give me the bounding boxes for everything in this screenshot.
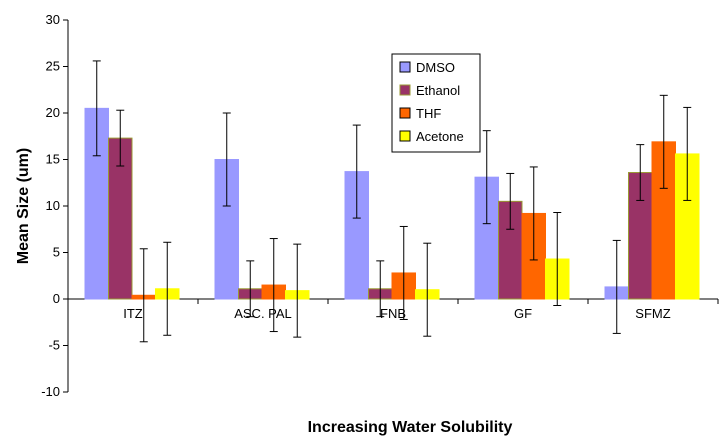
x-axis-title: Increasing Water Solubility: [308, 419, 513, 436]
x-tick-label: ASC. PAL: [234, 306, 292, 321]
x-tick-label: ITZ: [123, 306, 143, 321]
y-tick-label: -10: [41, 384, 60, 399]
y-tick-label: 25: [46, 59, 60, 74]
y-axis-title-group: Mean Size (um): [15, 148, 32, 264]
legend-swatch-ethanol: [399, 84, 411, 96]
x-tick-label: FNB: [380, 306, 406, 321]
x-tick-label: GF: [514, 306, 532, 321]
y-axis-title: Mean Size (um): [15, 148, 32, 264]
y-tick-label: -5: [48, 338, 60, 353]
legend-swatch-thf: [399, 107, 411, 119]
legend-label-acetone: Acetone: [416, 129, 464, 144]
legend-swatch-acetone: [399, 130, 411, 142]
y-tick-label: 30: [46, 12, 60, 27]
legend: DMSO Ethanol THF Acetone: [391, 53, 481, 153]
y-tick-label: 10: [46, 198, 60, 213]
legend-swatch-dmso: [399, 61, 411, 73]
y-tick-label: 20: [46, 105, 60, 120]
legend-label-ethanol: Ethanol: [416, 83, 460, 98]
legend-label-dmso: DMSO: [416, 60, 455, 75]
y-tick-label: 5: [53, 245, 60, 260]
plot-area: -10 -5 0 5 10 15 20 25 30 ITZ ASC. PAL FNB GF SFMZ: [41, 12, 719, 399]
y-tick-label: 0: [53, 291, 60, 306]
y-tick-label: 15: [46, 152, 60, 167]
x-tick-label: SFMZ: [635, 306, 670, 321]
legend-label-thf: THF: [416, 106, 441, 121]
